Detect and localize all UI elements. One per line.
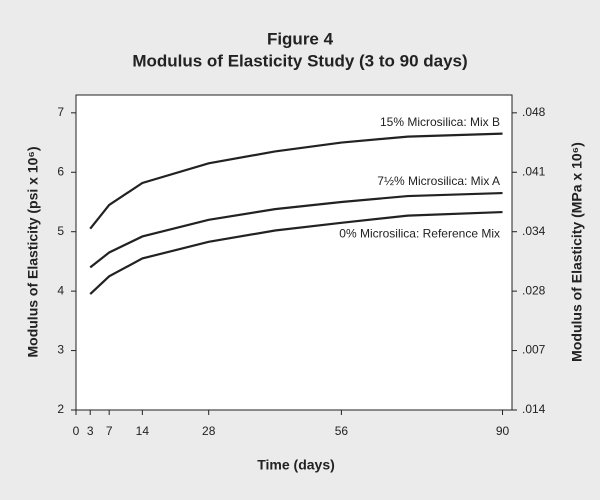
line — [89, 191, 503, 269]
x-tick-label: 14 — [136, 424, 150, 438]
chart-subtitle: Modulus of Elasticity Study (3 to 90 day… — [132, 51, 467, 70]
y2-tick-label: .028 — [522, 283, 546, 297]
y-tick-label: 2 — [57, 402, 64, 416]
x-tick-label: 90 — [496, 424, 510, 438]
series-label: 7½% Microsilica: Mix A — [377, 174, 500, 188]
series-label: 0% Microsilica: Reference Mix — [339, 226, 500, 240]
y-tick-label: 3 — [57, 343, 64, 357]
x-axis-label: Time (days) — [257, 457, 335, 473]
x-tick-label: 0 — [73, 424, 80, 438]
x-tick-label: 7 — [106, 424, 113, 438]
x-tick-label: 3 — [87, 424, 94, 438]
line — [89, 132, 503, 230]
y2-tick-label: .034 — [522, 224, 546, 238]
plot-area — [75, 94, 513, 411]
chart-title: Figure 4 — [267, 29, 334, 48]
series-label: 15% Microsilica: Mix B — [380, 115, 500, 129]
x-tick-label: 56 — [335, 424, 349, 438]
y-tick-label: 5 — [57, 224, 64, 238]
y2-tick-label: .014 — [522, 402, 546, 416]
line — [89, 210, 503, 295]
y-tick-label: 6 — [57, 164, 64, 178]
y-tick-label: 4 — [57, 283, 64, 297]
y2-tick-label: .007 — [522, 343, 546, 357]
y2-tick-label: .048 — [522, 105, 546, 119]
y2-axis-label: Modulus of Elasticity (MPa x 10⁶) — [569, 142, 585, 362]
y-axis-label: Modulus of Elasticity (psi x 10⁶) — [25, 146, 41, 357]
x-tick-label: 28 — [202, 424, 216, 438]
y-tick-label: 7 — [57, 105, 64, 119]
y2-tick-label: .041 — [522, 164, 546, 178]
